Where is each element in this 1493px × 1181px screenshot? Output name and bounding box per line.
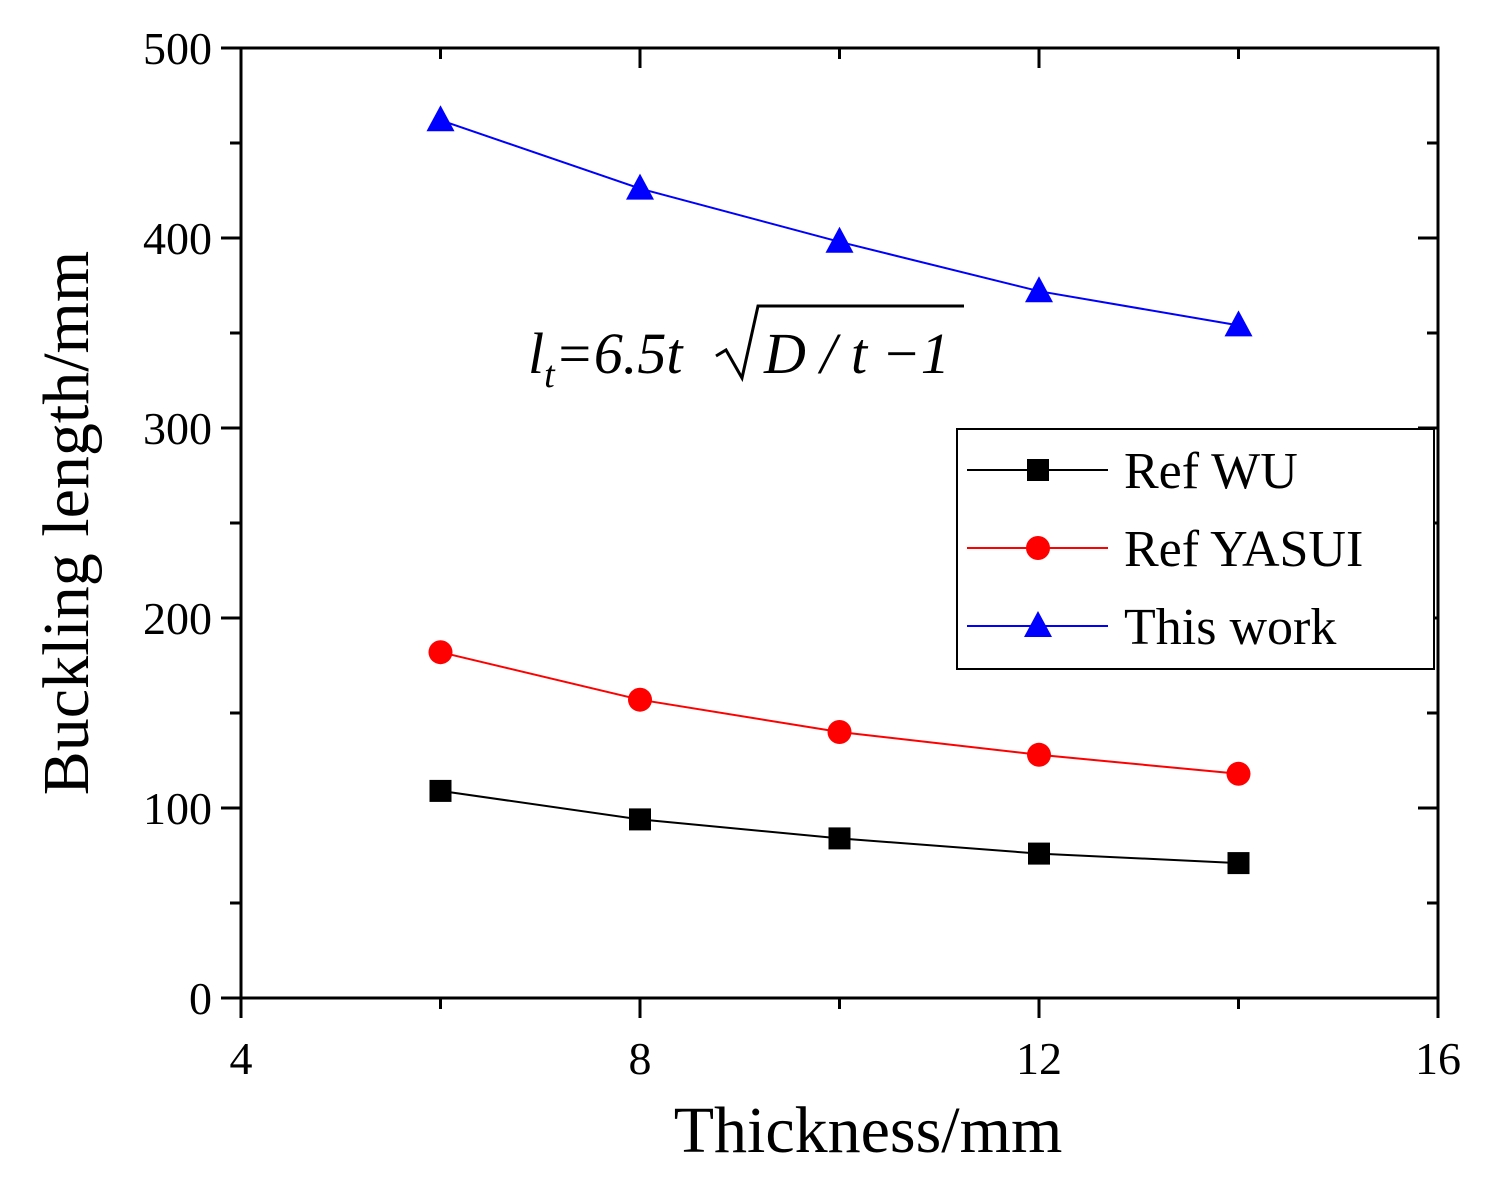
y-tick-label: 100 xyxy=(143,783,212,834)
data-point-ref-yasui xyxy=(628,687,652,712)
legend: Ref WU Ref YASUI This work xyxy=(956,428,1435,670)
x-axis-title: Thickness/mm xyxy=(674,1094,1063,1167)
data-point-this-work xyxy=(1224,310,1253,337)
sqrt-sign xyxy=(715,304,964,383)
y-tick-label: 400 xyxy=(143,213,212,264)
data-point-ref-wu xyxy=(828,827,851,850)
data-point-ref-yasui xyxy=(1027,742,1051,767)
legend-item-ref-yasui: Ref YASUI xyxy=(967,521,1363,578)
series-ref-wu xyxy=(429,779,1250,875)
formula-annotation: lt=6.5t D / t −1 xyxy=(528,304,964,396)
formula-subscript: t xyxy=(544,354,556,396)
legend-marker xyxy=(1024,611,1052,637)
tick-layer: 4 8 12 16 0 100 200 300 400 500 xyxy=(143,23,1461,1084)
x-tick-label: 4 xyxy=(230,1033,253,1084)
legend-item-this-work: This work xyxy=(967,599,1336,656)
data-point-ref-wu xyxy=(1028,842,1050,865)
data-point-this-work xyxy=(626,173,654,200)
formula-radicand: D / t −1 xyxy=(763,321,950,386)
data-point-ref-wu xyxy=(1227,852,1250,875)
y-tick-label: 300 xyxy=(143,403,212,454)
y-axis-title: Buckling length/mm xyxy=(30,251,103,795)
data-point-ref-yasui xyxy=(827,720,852,744)
x-tick-label: 12 xyxy=(1016,1033,1062,1084)
series-this-work xyxy=(426,105,1253,337)
y-tick-label: 0 xyxy=(189,973,212,1024)
legend-marker xyxy=(1027,459,1049,481)
plot-frame xyxy=(239,46,1440,1000)
data-point-this-work xyxy=(825,226,854,253)
series-line-this-work xyxy=(440,119,1239,327)
x-tick-label: 16 xyxy=(1415,1033,1461,1084)
legend-label: This work xyxy=(1124,599,1336,656)
formula-coefficient: =6.5t xyxy=(555,321,685,386)
data-point-this-work xyxy=(426,105,455,132)
formula-lhs: l xyxy=(528,321,544,386)
y-tick-label: 500 xyxy=(143,23,212,74)
data-point-ref-yasui xyxy=(428,640,453,665)
legend-label: Ref YASUI xyxy=(1124,521,1363,578)
data-point-ref-wu xyxy=(629,808,651,831)
legend-marker xyxy=(1026,536,1050,560)
x-tick-label: 8 xyxy=(629,1033,652,1084)
legend-item-ref-wu: Ref WU xyxy=(967,443,1298,500)
y-tick-label: 200 xyxy=(143,593,212,644)
svg-text:lt=6.5t: lt=6.5t xyxy=(528,321,684,396)
data-point-ref-wu xyxy=(429,779,452,802)
legend-label: Ref WU xyxy=(1124,443,1298,500)
data-point-this-work xyxy=(1025,276,1053,303)
series-layer xyxy=(426,105,1253,875)
data-point-ref-yasui xyxy=(1226,761,1251,786)
series-line-ref-yasui xyxy=(440,651,1239,775)
series-ref-yasui xyxy=(428,640,1251,786)
series-line-ref-wu xyxy=(440,789,1239,865)
